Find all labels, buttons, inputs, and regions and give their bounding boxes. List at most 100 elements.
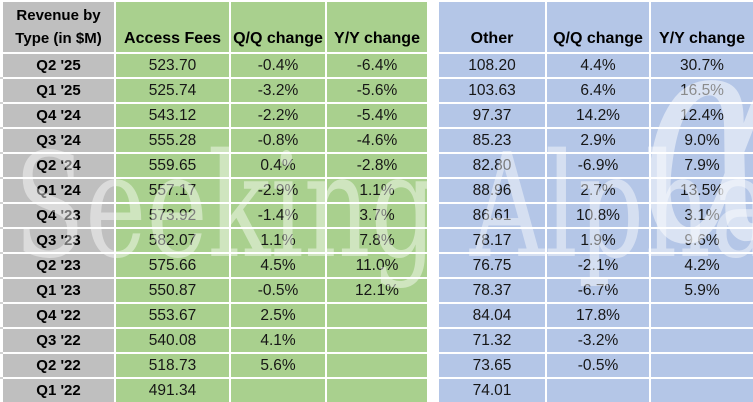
row-label: Q2 '24 — [3, 154, 114, 177]
section-spacer — [429, 54, 437, 77]
data-cell: 12.1% — [327, 279, 427, 302]
data-cell: 71.32 — [439, 329, 545, 352]
data-cell: 88.96 — [439, 179, 545, 202]
row-label: Q3 '23 — [3, 229, 114, 252]
data-cell: 491.34 — [116, 379, 229, 402]
data-cell: 108.20 — [439, 54, 545, 77]
data-cell: 550.87 — [116, 279, 229, 302]
data-cell: -1.4% — [231, 204, 325, 227]
data-cell: 543.12 — [116, 104, 229, 127]
column-header-qq-change-access: Q/Q change — [231, 2, 325, 52]
section-spacer — [429, 229, 437, 252]
data-cell: -4.6% — [327, 129, 427, 152]
data-cell: 7.9% — [651, 154, 753, 177]
row-label: Q4 '24 — [3, 104, 114, 127]
data-cell: 12.4% — [651, 104, 753, 127]
data-cell — [327, 329, 427, 352]
section-spacer — [429, 154, 437, 177]
data-cell: 5.9% — [651, 279, 753, 302]
data-cell: -2.2% — [231, 104, 325, 127]
data-cell: 14.2% — [547, 104, 649, 127]
data-cell: 78.37 — [439, 279, 545, 302]
data-cell: 3.1% — [651, 204, 753, 227]
data-cell: 559.65 — [116, 154, 229, 177]
table-grid: Revenue by Type (in $M) Access Fees Q/Q … — [3, 2, 753, 402]
data-cell — [231, 379, 325, 402]
data-cell: 573.92 — [116, 204, 229, 227]
data-cell: 9.0% — [651, 129, 753, 152]
data-cell: 9.6% — [651, 229, 753, 252]
data-cell: 3.7% — [327, 204, 427, 227]
data-cell: 85.23 — [439, 129, 545, 152]
data-cell: 575.66 — [116, 254, 229, 277]
column-header-access-fees: Access Fees — [116, 2, 229, 52]
section-spacer — [429, 304, 437, 327]
row-label: Q1 '25 — [3, 79, 114, 102]
data-cell: 4.2% — [651, 254, 753, 277]
data-cell: 74.01 — [439, 379, 545, 402]
section-spacer — [429, 79, 437, 102]
column-header-yy-change-other: Y/Y change — [651, 2, 753, 52]
data-cell: -0.8% — [231, 129, 325, 152]
data-cell: 4.4% — [547, 54, 649, 77]
data-cell: 16.5% — [651, 79, 753, 102]
section-spacer — [429, 379, 437, 402]
data-cell: 2.9% — [547, 129, 649, 152]
data-cell: 1.9% — [547, 229, 649, 252]
data-cell: -5.4% — [327, 104, 427, 127]
data-cell — [651, 304, 753, 327]
data-cell: -2.8% — [327, 154, 427, 177]
data-cell: 97.37 — [439, 104, 545, 127]
data-cell: 1.1% — [231, 229, 325, 252]
data-cell: 84.04 — [439, 304, 545, 327]
section-spacer — [429, 204, 437, 227]
data-cell: 7.8% — [327, 229, 427, 252]
row-label: Q3 '22 — [3, 329, 114, 352]
data-cell: 4.1% — [231, 329, 325, 352]
data-cell: 17.8% — [547, 304, 649, 327]
data-cell: 73.65 — [439, 354, 545, 377]
row-label: Q1 '22 — [3, 379, 114, 402]
data-cell — [327, 379, 427, 402]
section-spacer — [429, 129, 437, 152]
data-cell: 4.5% — [231, 254, 325, 277]
row-label: Q2 '22 — [3, 354, 114, 377]
row-label: Q4 '22 — [3, 304, 114, 327]
data-cell: -6.7% — [547, 279, 649, 302]
data-cell — [651, 329, 753, 352]
data-cell: 10.8% — [547, 204, 649, 227]
data-cell: 2.5% — [231, 304, 325, 327]
data-cell: -6.4% — [327, 54, 427, 77]
corner-header: Revenue by Type (in $M) — [3, 2, 114, 52]
section-spacer — [429, 354, 437, 377]
data-cell: -5.6% — [327, 79, 427, 102]
data-cell: 6.4% — [547, 79, 649, 102]
row-label: Q2 '23 — [3, 254, 114, 277]
data-cell: 30.7% — [651, 54, 753, 77]
column-header-other: Other — [439, 2, 545, 52]
data-cell: -3.2% — [231, 79, 325, 102]
data-cell: -6.9% — [547, 154, 649, 177]
row-label: Q3 '24 — [3, 129, 114, 152]
data-cell: -2.9% — [231, 179, 325, 202]
data-cell: 78.17 — [439, 229, 545, 252]
section-spacer — [429, 329, 437, 352]
data-cell: 540.08 — [116, 329, 229, 352]
data-cell: -0.4% — [231, 54, 325, 77]
section-spacer — [429, 179, 437, 202]
row-label: Q4 '23 — [3, 204, 114, 227]
data-cell: 523.70 — [116, 54, 229, 77]
data-cell: -0.5% — [231, 279, 325, 302]
data-cell: 2.7% — [547, 179, 649, 202]
data-cell: 11.0% — [327, 254, 427, 277]
data-cell: 86.61 — [439, 204, 545, 227]
data-cell: 557.17 — [116, 179, 229, 202]
data-cell: 0.4% — [231, 154, 325, 177]
sheet-gridline-ticks — [0, 54, 3, 400]
data-cell: -3.2% — [547, 329, 649, 352]
section-spacer — [429, 2, 437, 52]
data-cell — [327, 354, 427, 377]
data-cell: 525.74 — [116, 79, 229, 102]
row-label: Q1 '23 — [3, 279, 114, 302]
